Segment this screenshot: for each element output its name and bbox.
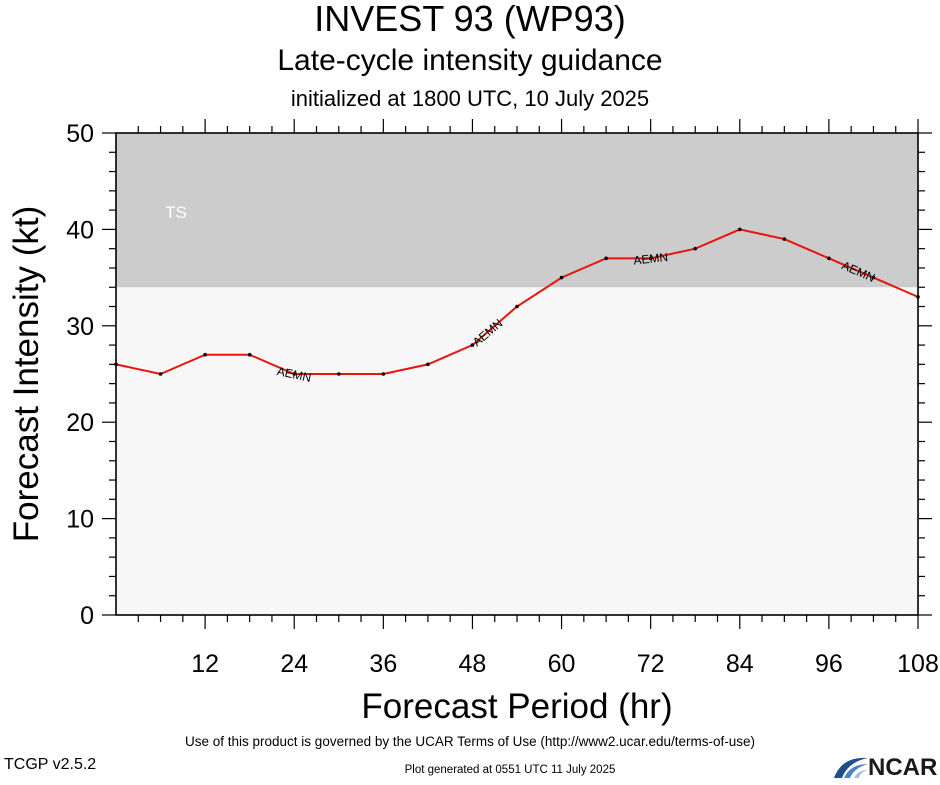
y-tick-label: 0 — [80, 602, 94, 630]
y-axis-label: Forecast Intensity (kt) — [7, 206, 46, 542]
ncar-swoosh-icon — [834, 757, 868, 778]
terms-of-use: Use of this product is governed by the U… — [185, 734, 755, 749]
data-point — [604, 256, 608, 261]
ncar-logo-text: NCAR — [868, 754, 938, 781]
data-point — [203, 352, 207, 357]
version-label: TCGP v2.5.2 — [4, 756, 97, 773]
x-tick-label: 12 — [191, 650, 219, 678]
series-label-aemn: AEMN — [633, 250, 669, 268]
data-point — [871, 275, 876, 280]
data-point — [247, 352, 252, 357]
y-tick-label: 30 — [66, 313, 94, 341]
data-point — [737, 227, 742, 232]
data-point — [114, 362, 118, 367]
y-tick-label: 40 — [66, 216, 94, 244]
ncar-logo: NCAR — [832, 752, 940, 781]
data-point — [426, 362, 430, 367]
x-tick-label: 108 — [897, 650, 939, 678]
chart-subtitle: Late-cycle intensity guidance — [277, 44, 663, 77]
data-point — [381, 372, 386, 376]
data-point — [559, 275, 564, 280]
x-tick-label: 48 — [459, 650, 487, 678]
x-tick-label: 72 — [637, 650, 665, 678]
data-point — [827, 256, 831, 261]
data-point — [158, 372, 163, 376]
x-axis-label: Forecast Period (hr) — [361, 687, 672, 726]
below-ts-region — [116, 287, 918, 615]
band-label-ts: TS — [165, 203, 187, 222]
data-point — [648, 256, 653, 261]
intensity-band-ts — [116, 133, 918, 288]
x-tick-label: 96 — [815, 650, 843, 678]
x-tick-label: 24 — [280, 650, 308, 678]
data-point — [292, 372, 297, 376]
y-tick-label: 10 — [66, 506, 94, 534]
chart-title: INVEST 93 (WP93) — [314, 0, 626, 39]
x-tick-label: 36 — [369, 650, 397, 678]
data-point — [782, 237, 787, 241]
data-point — [336, 372, 341, 376]
init-time: initialized at 1800 UTC, 10 July 2025 — [290, 86, 650, 111]
data-point — [470, 343, 475, 347]
data-point — [515, 304, 519, 309]
data-point — [916, 295, 920, 299]
y-tick-label: 20 — [66, 409, 94, 437]
x-tick-label: 84 — [726, 650, 754, 678]
y-tick-label: 50 — [66, 120, 94, 148]
data-point — [693, 246, 698, 251]
generated-time: Plot generated at 0551 UTC 11 July 2025 — [404, 764, 616, 776]
x-tick-label: 60 — [548, 650, 576, 678]
